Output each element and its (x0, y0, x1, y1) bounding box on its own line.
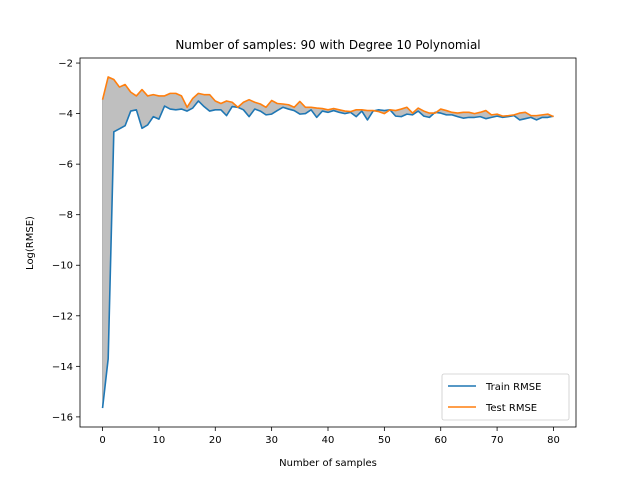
legend: Train RMSE Test RMSE (441, 373, 570, 421)
y-axis-label: Log(RMSE) (25, 216, 36, 270)
x-tick-label: 50 (378, 435, 391, 446)
x-tick-label: 80 (547, 435, 560, 446)
train-rmse-line (101, 100, 554, 409)
y-tick-label: −2 (58, 59, 73, 70)
legend-label-train: Train RMSE (485, 382, 541, 393)
y-tick-label: −16 (52, 412, 73, 423)
x-axis-ticks: 0 10 20 30 40 50 60 70 80 (99, 427, 560, 446)
x-tick-label: 40 (322, 435, 335, 446)
y-tick-label: −4 (58, 109, 73, 120)
x-tick-label: 70 (491, 435, 504, 446)
chart-title: Number of samples: 90 with Degree 10 Pol… (175, 38, 480, 52)
x-axis-label: Number of samples (279, 458, 377, 469)
x-tick-label: 0 (99, 435, 105, 446)
y-tick-label: −8 (58, 210, 73, 221)
x-tick-label: 20 (209, 435, 222, 446)
y-tick-label: −14 (52, 362, 73, 373)
x-tick-label: 60 (434, 435, 447, 446)
series-lines (101, 76, 554, 409)
legend-label-test: Test RMSE (485, 403, 537, 414)
y-axis-ticks: −16 −14 −12 −10 −8 −6 −4 −2 (52, 59, 80, 423)
test-rmse-line (101, 76, 554, 118)
x-tick-label: 10 (153, 435, 166, 446)
y-tick-label: −10 (52, 261, 73, 272)
x-tick-label: 30 (265, 435, 278, 446)
y-tick-label: −6 (58, 160, 73, 171)
y-tick-label: −12 (52, 311, 73, 322)
